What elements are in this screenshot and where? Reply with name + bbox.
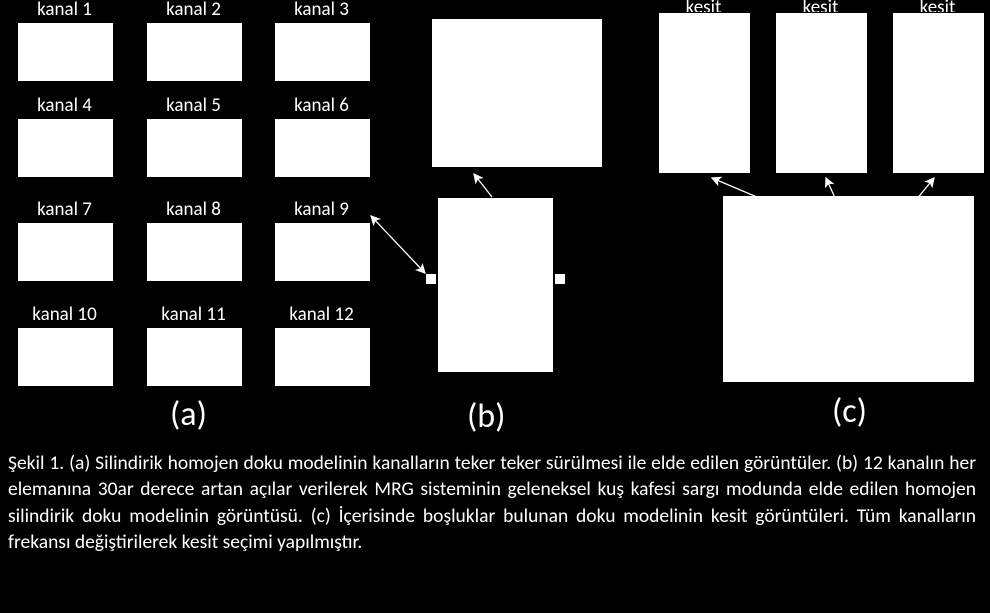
c-big-box (722, 195, 975, 383)
kanal-box (274, 22, 371, 82)
kanal-label: kanal 8 (146, 198, 241, 221)
kanal-box (274, 118, 371, 178)
kesit-box (658, 12, 751, 174)
kanal-label: kanal 6 (274, 94, 369, 117)
panel-b-label: (b) (467, 396, 505, 437)
kanal-label: kanal 4 (17, 94, 112, 117)
kanal-label: kanal 3 (274, 0, 369, 21)
kesit-box (775, 12, 868, 174)
resize-handle-icon (425, 273, 437, 285)
arrow-line (474, 174, 492, 197)
arrow-line (371, 216, 425, 273)
kanal-box (17, 327, 114, 387)
kanal-label: kanal 10 (17, 303, 112, 326)
kanal-box (17, 118, 114, 178)
b-bottom-box (437, 197, 554, 373)
kanal-label: kanal 5 (146, 94, 241, 117)
kesit-box (892, 12, 985, 174)
kanal-label: kanal 1 (17, 0, 112, 21)
figure-canvas: kanal 1 kanal 2 kanal 3 kanal 4 kanal 5 kanal… (0, 0, 990, 613)
kanal-box (146, 327, 243, 387)
kanal-label: kanal 7 (17, 198, 112, 221)
kanal-box (146, 222, 243, 282)
kanal-label: kanal 11 (146, 303, 241, 326)
figure-caption: Şekil 1. (a) Silindirik homojen doku mod… (8, 450, 976, 555)
kanal-box (146, 118, 243, 178)
kanal-box (17, 22, 114, 82)
kanal-label: kanal 2 (146, 0, 241, 21)
panel-c-label: (c) (832, 391, 867, 432)
kanal-label: kanal 12 (274, 303, 369, 326)
resize-handle-icon (554, 273, 566, 285)
kanal-box (17, 222, 114, 282)
kanal-box (146, 22, 243, 82)
panel-a-label: (a) (170, 394, 207, 435)
b-top-box (431, 18, 603, 168)
kanal-box (274, 222, 371, 282)
kanal-label: kanal 9 (274, 198, 369, 221)
kanal-box (274, 327, 371, 387)
